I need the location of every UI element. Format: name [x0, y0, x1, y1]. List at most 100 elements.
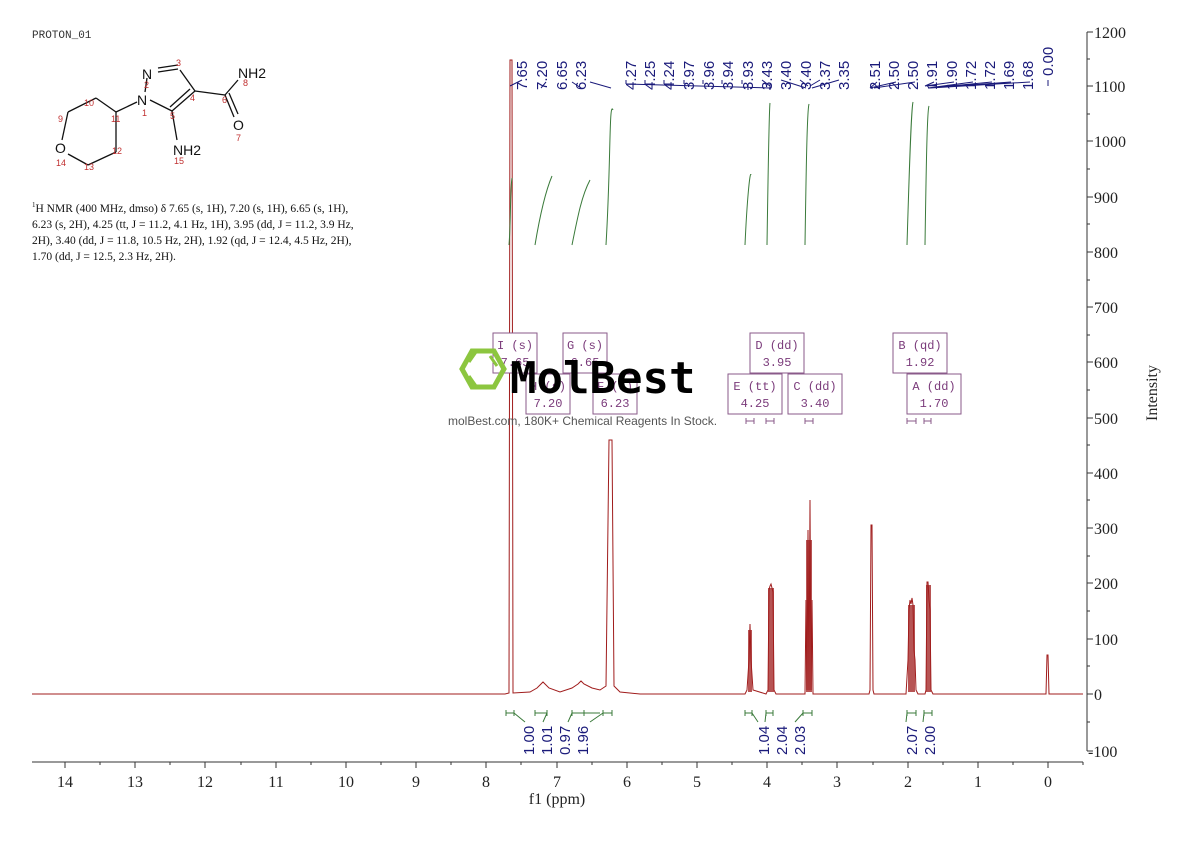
nmr-line-4: 1.70 (dd, J = 12.5, 2.3 Hz, 2H). [32, 250, 176, 263]
multiplet-boxes [492, 332, 962, 415]
svg-text:13: 13 [84, 162, 94, 172]
svg-text:11: 11 [111, 114, 120, 124]
svg-text:1.96: 1.96 [575, 726, 592, 755]
svg-text:9: 9 [412, 774, 420, 791]
y-axis [1086, 31, 1093, 752]
svg-text:1.72: 1.72 [982, 61, 999, 90]
svg-text:1: 1 [974, 774, 982, 791]
svg-text:F (s): F (s) [597, 380, 633, 394]
svg-text:2: 2 [144, 80, 149, 90]
watermark-tagline: molBest.com, 180K+ Chemical Reagents In … [448, 414, 717, 428]
svg-text:3: 3 [833, 774, 841, 791]
svg-text:8: 8 [243, 78, 248, 88]
y-tick-labels: 1200 1100 1000 900 800 700 600 500 400 3… [1088, 25, 1126, 761]
x-axis [32, 761, 1084, 768]
svg-text:4.25: 4.25 [741, 397, 770, 411]
svg-text:3: 3 [176, 58, 181, 68]
integral-values: 1.00 1.01 0.97 1.96 1.04 2.04 2.03 2.07 … [521, 726, 939, 755]
svg-text:5: 5 [170, 111, 175, 121]
svg-text:14: 14 [57, 774, 73, 791]
svg-text:I (s): I (s) [497, 339, 533, 353]
svg-text:100: 100 [1094, 632, 1118, 649]
svg-text:2.07: 2.07 [904, 726, 921, 755]
svg-text:H (s): H (s) [530, 380, 566, 394]
svg-text:3.96: 3.96 [701, 61, 718, 90]
x-axis-label: f1 (ppm) [529, 791, 585, 808]
svg-text:1.04: 1.04 [756, 726, 773, 755]
svg-text:15: 15 [174, 156, 184, 166]
svg-text:1.91: 1.91 [924, 61, 941, 90]
svg-text:8: 8 [482, 774, 490, 791]
atom-nh2-amine: NH2 [173, 142, 201, 158]
svg-text:1100: 1100 [1094, 79, 1125, 96]
svg-text:4: 4 [763, 774, 771, 791]
svg-text:3.40: 3.40 [798, 61, 815, 90]
watermark: MolBest molBest.com, 180K+ Chemical Reag… [448, 348, 717, 428]
multiplet-range-markers [745, 418, 932, 424]
svg-text:0: 0 [1094, 687, 1102, 704]
svg-text:E (tt): E (tt) [733, 380, 776, 394]
atom-n1: N [137, 92, 147, 108]
atom-numbers: 1 2 3 4 5 6 7 8 9 10 11 12 13 14 15 [56, 58, 248, 172]
svg-text:14: 14 [56, 158, 66, 168]
svg-text:6.23: 6.23 [601, 397, 630, 411]
atom-o-carbonyl: O [233, 117, 244, 133]
svg-text:3.43: 3.43 [759, 61, 776, 90]
integral-brackets [505, 710, 933, 723]
watermark-logo-text: MolBest [510, 353, 695, 404]
spectrum-trace [32, 59, 1083, 695]
svg-text:900: 900 [1094, 190, 1118, 207]
svg-text:400: 400 [1094, 466, 1118, 483]
nmr-line-2: 6.23 (s, 2H), 4.25 (tt, J = 11.2, 4.1 Hz… [32, 218, 354, 231]
svg-text:1.92: 1.92 [906, 356, 935, 370]
svg-text:6.65: 6.65 [554, 61, 571, 90]
nmr-line-1: H NMR (400 MHz, dmso) δ 7.65 (s, 1H), 7.… [35, 202, 349, 215]
svg-text:10: 10 [338, 774, 354, 791]
svg-text:2.50: 2.50 [886, 61, 903, 90]
svg-text:7: 7 [236, 133, 241, 143]
svg-text:1000: 1000 [1094, 134, 1126, 151]
svg-text:4.24: 4.24 [661, 61, 678, 90]
svg-text:6: 6 [222, 95, 227, 105]
svg-text:4: 4 [190, 93, 195, 103]
svg-text:1.69: 1.69 [1001, 61, 1018, 90]
svg-text:11: 11 [268, 774, 283, 791]
svg-text:7.20: 7.20 [534, 61, 551, 90]
svg-text:600: 600 [1094, 355, 1118, 372]
svg-text:7.20: 7.20 [534, 397, 563, 411]
svg-text:7: 7 [553, 774, 561, 791]
svg-text:7.65: 7.65 [514, 61, 531, 90]
svg-text:12: 12 [112, 146, 122, 156]
svg-text:6.23: 6.23 [573, 61, 590, 90]
svg-text:D (dd): D (dd) [755, 339, 798, 353]
svg-text:4.27: 4.27 [623, 61, 640, 90]
chemical-structure [61, 64, 239, 166]
atom-o-ring: O [55, 140, 66, 156]
svg-text:13: 13 [127, 774, 143, 791]
superscript: 1 [32, 201, 36, 209]
svg-text:-100: -100 [1088, 744, 1117, 761]
svg-text:2.50: 2.50 [905, 61, 922, 90]
molbest-logo-icon [459, 348, 507, 390]
svg-text:2.51: 2.51 [867, 61, 884, 90]
multiplet-labels: I (s) 7.65 G (s) 6.65 H (s) 7.20 F (s) 6… [497, 339, 956, 411]
svg-text:B (qd): B (qd) [898, 339, 941, 353]
svg-text:1: 1 [142, 108, 147, 118]
svg-text:3.97: 3.97 [681, 61, 698, 90]
svg-text:6: 6 [623, 774, 631, 791]
svg-text:3.94: 3.94 [720, 61, 737, 90]
y-axis-label: Intensity [1144, 365, 1161, 421]
svg-text:1200: 1200 [1094, 25, 1126, 42]
svg-text:2.00: 2.00 [922, 726, 939, 755]
svg-text:1.00: 1.00 [521, 726, 538, 755]
svg-text:7.65: 7.65 [501, 356, 530, 370]
svg-text:700: 700 [1094, 300, 1118, 317]
atom-nh2-amide: NH2 [238, 65, 266, 81]
svg-text:10: 10 [84, 98, 94, 108]
svg-text:1.68: 1.68 [1020, 61, 1037, 90]
nmr-line-3: 2H), 3.40 (dd, J = 11.8, 10.5 Hz, 2H), 1… [32, 234, 352, 247]
svg-text:3.40: 3.40 [778, 61, 795, 90]
svg-text:2: 2 [904, 774, 912, 791]
svg-text:0: 0 [1044, 774, 1052, 791]
